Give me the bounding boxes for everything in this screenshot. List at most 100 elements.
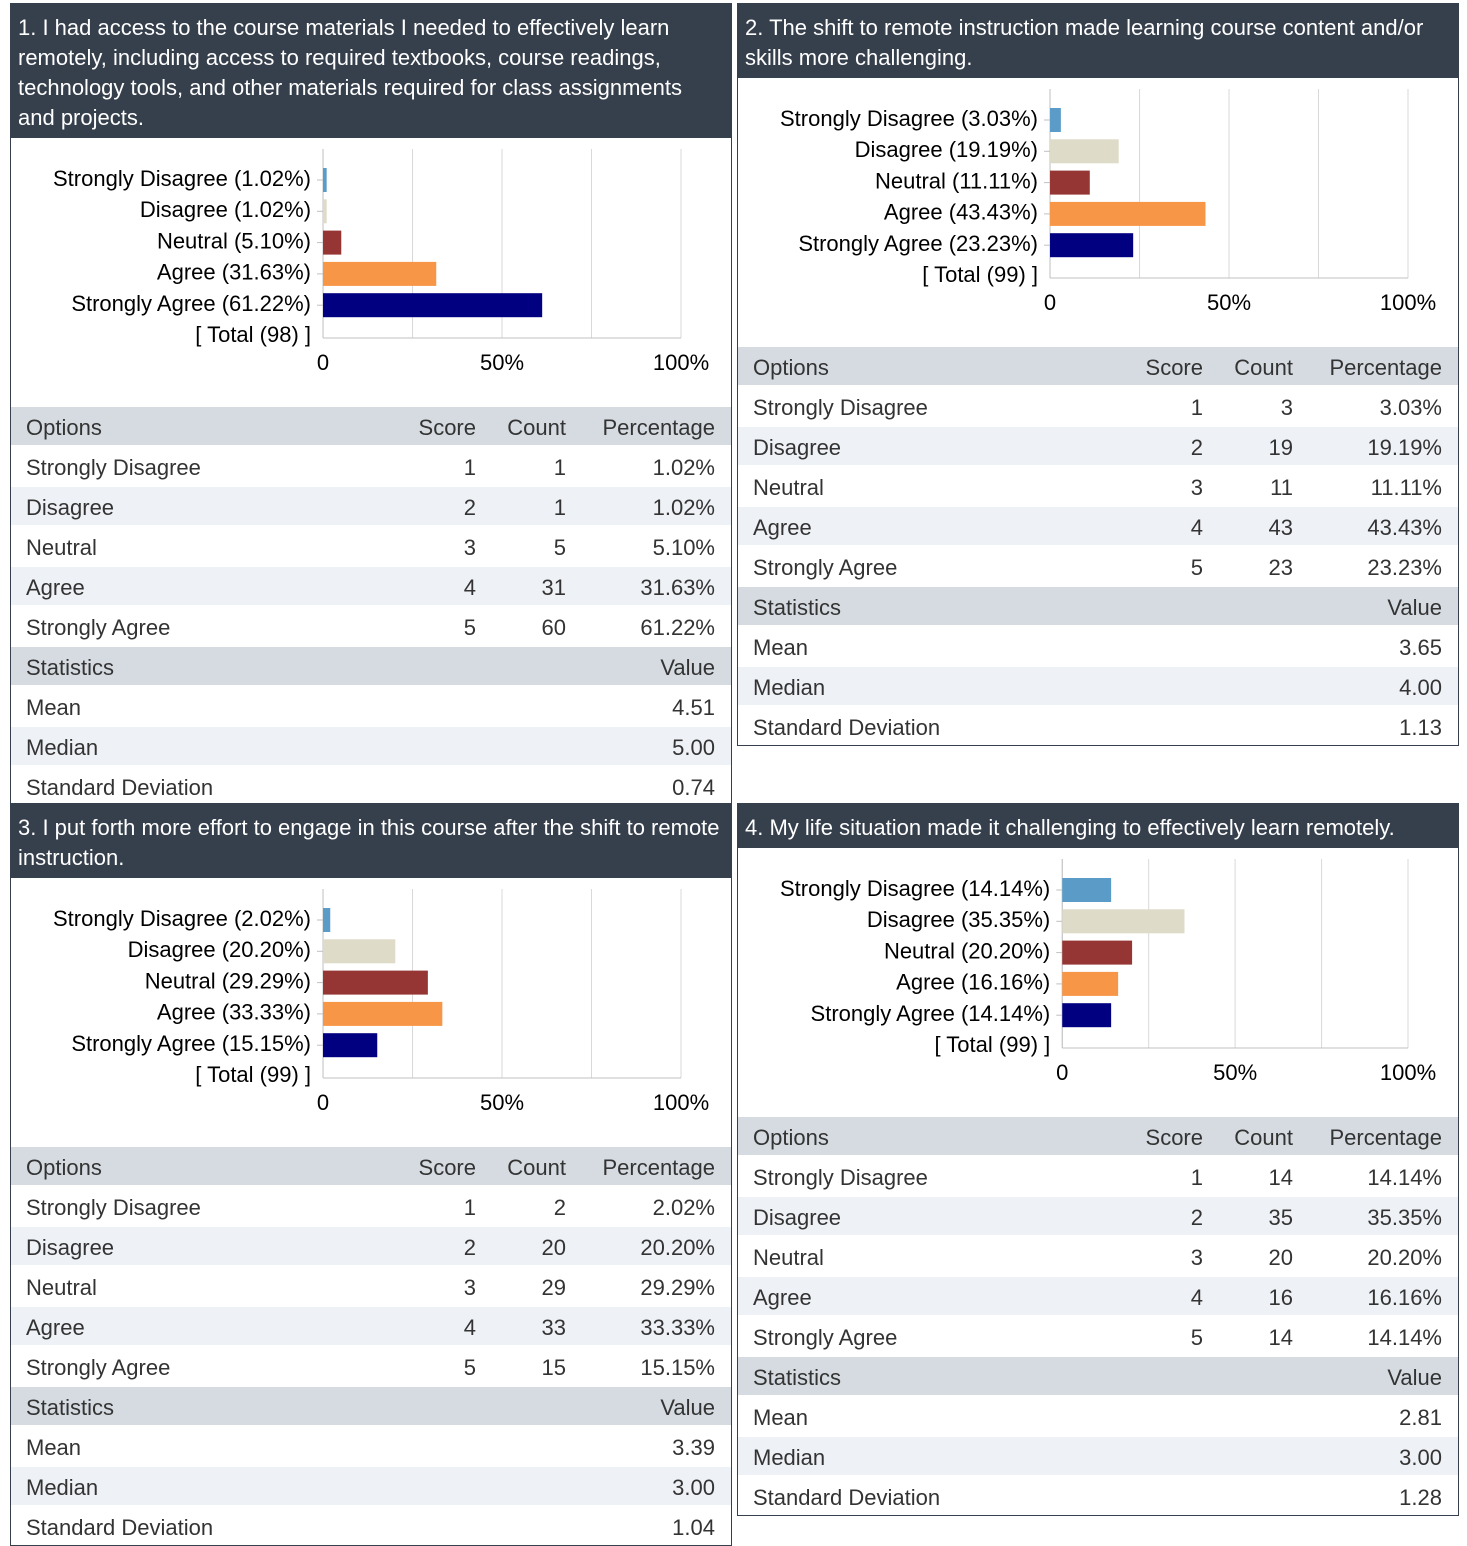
- cell: 1.02%: [652, 495, 715, 520]
- cell: Options: [753, 355, 829, 380]
- cell: Disagree: [753, 1205, 842, 1230]
- x-tick-label: 50%: [1207, 290, 1251, 315]
- x-tick-label: 0: [1056, 1060, 1068, 1085]
- bar-chart: Strongly Disagree (2.02%) Disagree (20.20…: [53, 889, 709, 1115]
- cell: Standard Deviation: [26, 1515, 214, 1540]
- table-row: Strongly Agree 5 60 61.22%: [11, 605, 731, 645]
- x-tick-label: 50%: [480, 350, 524, 375]
- cell: 5: [553, 535, 566, 560]
- category-label: Strongly Agree (23.23%): [798, 231, 1038, 256]
- bar-chart: Strongly Disagree (3.03%) Disagree (19.19…: [780, 89, 1436, 315]
- cell: 5.10%: [652, 535, 715, 560]
- cell: Value: [660, 1395, 715, 1420]
- cell: 31.63%: [640, 575, 715, 600]
- cell: 1: [553, 495, 566, 520]
- panel-title: 1. I had access to the course materials …: [11, 4, 731, 138]
- stats-row: Mean 2.81: [738, 1395, 1458, 1435]
- bar: [1050, 108, 1061, 132]
- bar: [1062, 1003, 1112, 1028]
- cell: 1.28: [1399, 1485, 1442, 1510]
- cell: Standard Deviation: [753, 715, 941, 740]
- cell: 14.14%: [1367, 1325, 1442, 1350]
- cell: 1: [553, 455, 566, 480]
- bar: [1050, 170, 1090, 195]
- cell: Count: [507, 415, 566, 440]
- stats-row: Median 3.00: [11, 1465, 731, 1505]
- cell: 5.00: [672, 735, 715, 760]
- panel: 4. My life situation made it challenging…: [737, 803, 1459, 1516]
- cell: 1.04: [672, 1515, 715, 1540]
- cell: 16: [1268, 1285, 1293, 1310]
- cell: 29: [541, 1275, 566, 1300]
- cell: 2: [553, 1195, 566, 1220]
- category-label: Strongly Agree (15.15%): [71, 1031, 311, 1056]
- table-row: Strongly Disagree 1 2 2.02%: [11, 1185, 731, 1225]
- category-label: Strongly Agree (14.14%): [811, 1001, 1051, 1026]
- cell: Count: [507, 1155, 566, 1180]
- table-row: Neutral 3 29 29.29%: [11, 1265, 731, 1305]
- cell: 5: [463, 1355, 476, 1380]
- cell: 3.65: [1399, 635, 1442, 660]
- bar: [323, 939, 396, 964]
- total-label: [ Total (98) ]: [195, 322, 311, 347]
- category-label: Disagree (20.20%): [128, 937, 311, 962]
- cell: Disagree: [26, 495, 115, 520]
- bar: [1050, 139, 1119, 164]
- stats-row: Standard Deviation 1.04: [11, 1505, 731, 1545]
- cell: 19.19%: [1367, 435, 1442, 460]
- cell: Statistics: [26, 655, 115, 680]
- cell: Strongly Agree: [753, 1325, 898, 1350]
- cell: Statistics: [753, 595, 842, 620]
- table-row: Disagree 2 19 19.19%: [738, 425, 1458, 465]
- cell: 15: [541, 1355, 566, 1380]
- x-tick-label: 100%: [1380, 1060, 1436, 1085]
- cell: 14: [1268, 1165, 1293, 1190]
- bar: [1050, 201, 1206, 226]
- cell: 0.74: [672, 775, 715, 800]
- cell: 4.51: [672, 695, 715, 720]
- cell: 31: [541, 575, 566, 600]
- table-row: Disagree 2 20 20.20%: [11, 1225, 731, 1265]
- cell: 23.23%: [1367, 555, 1442, 580]
- bar: [323, 261, 437, 286]
- table-row: Strongly Disagree 1 14 14.14%: [738, 1155, 1458, 1195]
- table-header: Options Score Count Percentage: [738, 345, 1458, 385]
- table-row: Disagree 2 35 35.35%: [738, 1195, 1458, 1235]
- cell: 20: [1268, 1245, 1293, 1270]
- cell: Options: [753, 1125, 829, 1150]
- cell: Agree: [753, 515, 812, 540]
- cell: Value: [660, 655, 715, 680]
- table-header: Options Score Count Percentage: [738, 1115, 1458, 1155]
- bar: [323, 199, 327, 224]
- category-label: Strongly Disagree (1.02%): [53, 166, 311, 191]
- category-label: Agree (43.43%): [884, 200, 1038, 225]
- cell: 4: [1190, 515, 1203, 540]
- cell: 4.00: [1399, 675, 1442, 700]
- cell: Percentage: [602, 1155, 715, 1180]
- cell: 43.43%: [1367, 515, 1442, 540]
- category-label: Agree (33.33%): [157, 1000, 311, 1025]
- cell: Value: [1387, 595, 1442, 620]
- cell: Neutral: [26, 1275, 97, 1300]
- panel: 2. The shift to remote instruction made …: [737, 3, 1459, 746]
- cell: Score: [1145, 355, 1203, 380]
- cell: 1: [463, 1195, 476, 1220]
- stats-row: Standard Deviation 1.28: [738, 1475, 1458, 1515]
- table-row: Agree 4 43 43.43%: [738, 505, 1458, 545]
- cell: 16.16%: [1367, 1285, 1442, 1310]
- category-label: Disagree (1.02%): [140, 197, 311, 222]
- x-tick-label: 0: [1044, 290, 1056, 315]
- cell: 20: [541, 1235, 566, 1260]
- cell: 33.33%: [640, 1315, 715, 1340]
- cell: Agree: [26, 1315, 85, 1340]
- bar: [323, 293, 543, 318]
- cell: 3.00: [672, 1475, 715, 1500]
- bar-chart: Strongly Disagree (1.02%) Disagree (1.02%…: [53, 149, 709, 375]
- cell: Score: [418, 1155, 476, 1180]
- stats-row: Median 3.00: [738, 1435, 1458, 1475]
- cell: Strongly Agree: [753, 555, 898, 580]
- stats-row: Mean 3.39: [11, 1425, 731, 1465]
- table-row: Strongly Agree 5 14 14.14%: [738, 1315, 1458, 1355]
- cell: 2: [463, 495, 476, 520]
